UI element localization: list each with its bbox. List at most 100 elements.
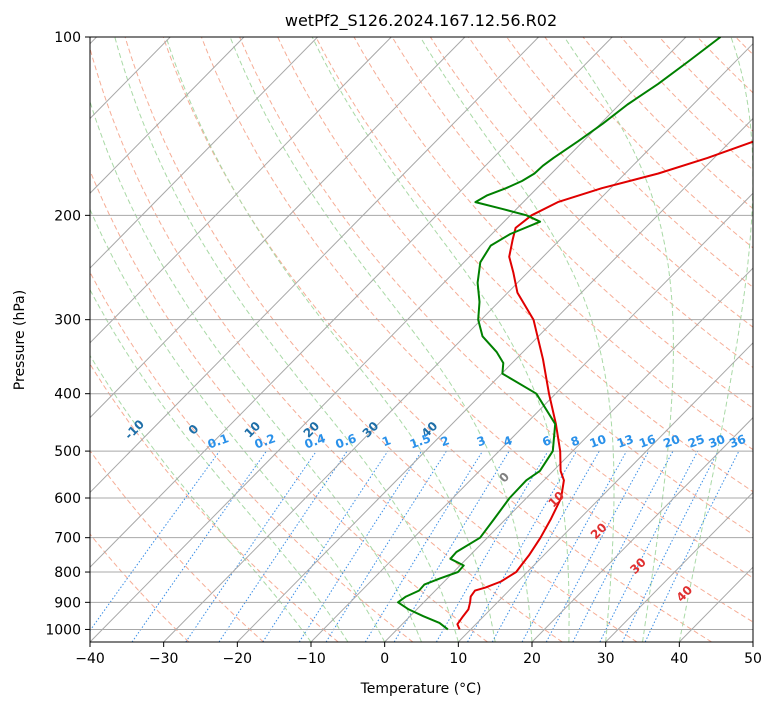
mixing-ratio-label: 1.5 <box>408 431 433 451</box>
isotherm <box>236 117 753 642</box>
dry-adiabat <box>353 37 753 451</box>
moist-adiabat <box>678 37 753 642</box>
isotherm <box>90 37 318 269</box>
dry-adiabat <box>429 37 753 369</box>
dry-adiabat <box>391 37 753 409</box>
x-tick-label: −30 <box>149 651 179 667</box>
mixing-ratio-line <box>218 450 348 642</box>
x-tick-label: 30 <box>597 651 615 667</box>
x-tick-label: −20 <box>223 651 253 667</box>
moist-adiabat <box>165 37 496 642</box>
dry-adiabat <box>200 37 753 623</box>
isotherm <box>384 267 753 642</box>
plot-area <box>90 37 753 642</box>
mixing-ratio-line <box>545 450 650 642</box>
dry-adiabat <box>239 37 753 579</box>
mixing-ratio-label: 30 <box>707 432 727 451</box>
y-tick-label: 700 <box>54 531 81 547</box>
x-axis-label: Temperature (°C) <box>360 681 482 697</box>
dry-adiabat <box>315 37 753 493</box>
mixing-ratio-label: 16 <box>637 432 657 451</box>
mixing-ratio-line <box>185 450 317 642</box>
mixing-ratio-line <box>491 450 600 642</box>
dry-adiabat <box>162 37 712 642</box>
moist-adiabat <box>114 37 459 642</box>
mixing-ratio-line <box>262 450 389 642</box>
x-tick-label: 0 <box>380 651 389 667</box>
isotherm <box>90 37 613 568</box>
dry-adiabat <box>90 533 190 642</box>
moist-adiabat <box>90 99 422 642</box>
mixing-ratio-label: 20 <box>661 432 681 451</box>
mixing-ratio-label: 10 <box>588 432 608 451</box>
mixing-ratio-line <box>599 450 699 642</box>
background-lines <box>90 37 753 642</box>
mixing-ratio-line <box>364 450 484 642</box>
x-tick-label: 20 <box>523 651 541 667</box>
dry-adiabat <box>124 37 638 642</box>
isotherm <box>90 37 539 494</box>
mixing-ratio-line <box>621 450 719 642</box>
y-tick-label: 500 <box>54 444 81 460</box>
y-tick-label: 100 <box>54 30 81 46</box>
isotherm <box>90 37 687 642</box>
mixing-ratio-line <box>325 450 447 642</box>
isotherm <box>531 416 753 642</box>
x-tick-label: 50 <box>744 651 762 667</box>
grid-lines <box>90 37 753 642</box>
dry-adiabat <box>582 37 753 210</box>
isotherm <box>752 641 753 642</box>
x-axis-ticks: −40 −30 −20 −10 0 10 20 30 40 50 <box>75 642 762 667</box>
mixing-ratio-line <box>90 450 221 632</box>
moist-adiabat <box>229 37 533 642</box>
isotherm <box>310 192 753 642</box>
mixing-ratio-line <box>298 450 423 642</box>
mixing-ratio-label: 36 <box>727 432 747 451</box>
mixing-ratio-line <box>393 450 510 642</box>
isotherm <box>163 42 753 642</box>
moist-adiabat <box>563 37 674 642</box>
y-tick-label: 200 <box>54 208 81 224</box>
mixing-ratio-label: 0.6 <box>333 431 358 451</box>
mixing-ratio-label: 25 <box>686 432 706 451</box>
y-tick-label: 600 <box>54 491 81 507</box>
dry-adiabat <box>468 37 753 328</box>
dry-adiabat <box>90 271 414 642</box>
x-tick-label: 40 <box>670 651 688 667</box>
x-tick-label: −10 <box>296 651 326 667</box>
dry-adiabat <box>506 37 753 288</box>
moist-adiabat <box>311 37 570 642</box>
dry-adiabat <box>90 46 563 642</box>
moist-adiabat <box>90 288 349 642</box>
y-tick-label: 400 <box>54 387 81 403</box>
plot-frame <box>89 36 754 643</box>
temperature-line <box>456 140 753 630</box>
y-axis-ticks: 100 200 300 400 500 600 700 800 900 1000 <box>45 30 90 638</box>
isotherm <box>90 37 245 194</box>
isopleth-labels: -10 0 10 20 30 400.1 0.2 0.4 0.6 1 1.5 2 3 4 6 8 10 13 16 2… <box>122 417 748 605</box>
mixing-ratio-line <box>572 450 674 642</box>
mixing-ratio-label: 0.1 <box>206 431 231 451</box>
y-tick-label: 900 <box>54 595 81 611</box>
x-tick-label: −40 <box>75 651 105 667</box>
y-axis-label: Pressure (hPa) <box>12 290 28 390</box>
mixing-ratio-line <box>131 450 267 642</box>
moist-adiabat <box>90 208 386 642</box>
mixing-ratio-label: 0.2 <box>253 431 278 451</box>
isotherm <box>457 342 753 642</box>
mixing-ratio-line <box>521 450 628 642</box>
dewpoint-line <box>397 37 722 631</box>
isotherm <box>90 37 392 344</box>
y-tick-label: 1000 <box>45 622 81 638</box>
isotherm <box>605 491 753 642</box>
y-tick-label: 300 <box>54 313 81 329</box>
mixing-ratio-label: 13 <box>615 432 635 451</box>
moist-adiabat <box>419 37 615 642</box>
x-tick-label: 10 <box>449 651 467 667</box>
moist-adiabat <box>90 354 312 642</box>
profile-lines <box>397 37 753 631</box>
isotherm <box>90 37 466 419</box>
y-tick-label: 800 <box>54 565 81 581</box>
dry-adiabat <box>277 37 753 535</box>
